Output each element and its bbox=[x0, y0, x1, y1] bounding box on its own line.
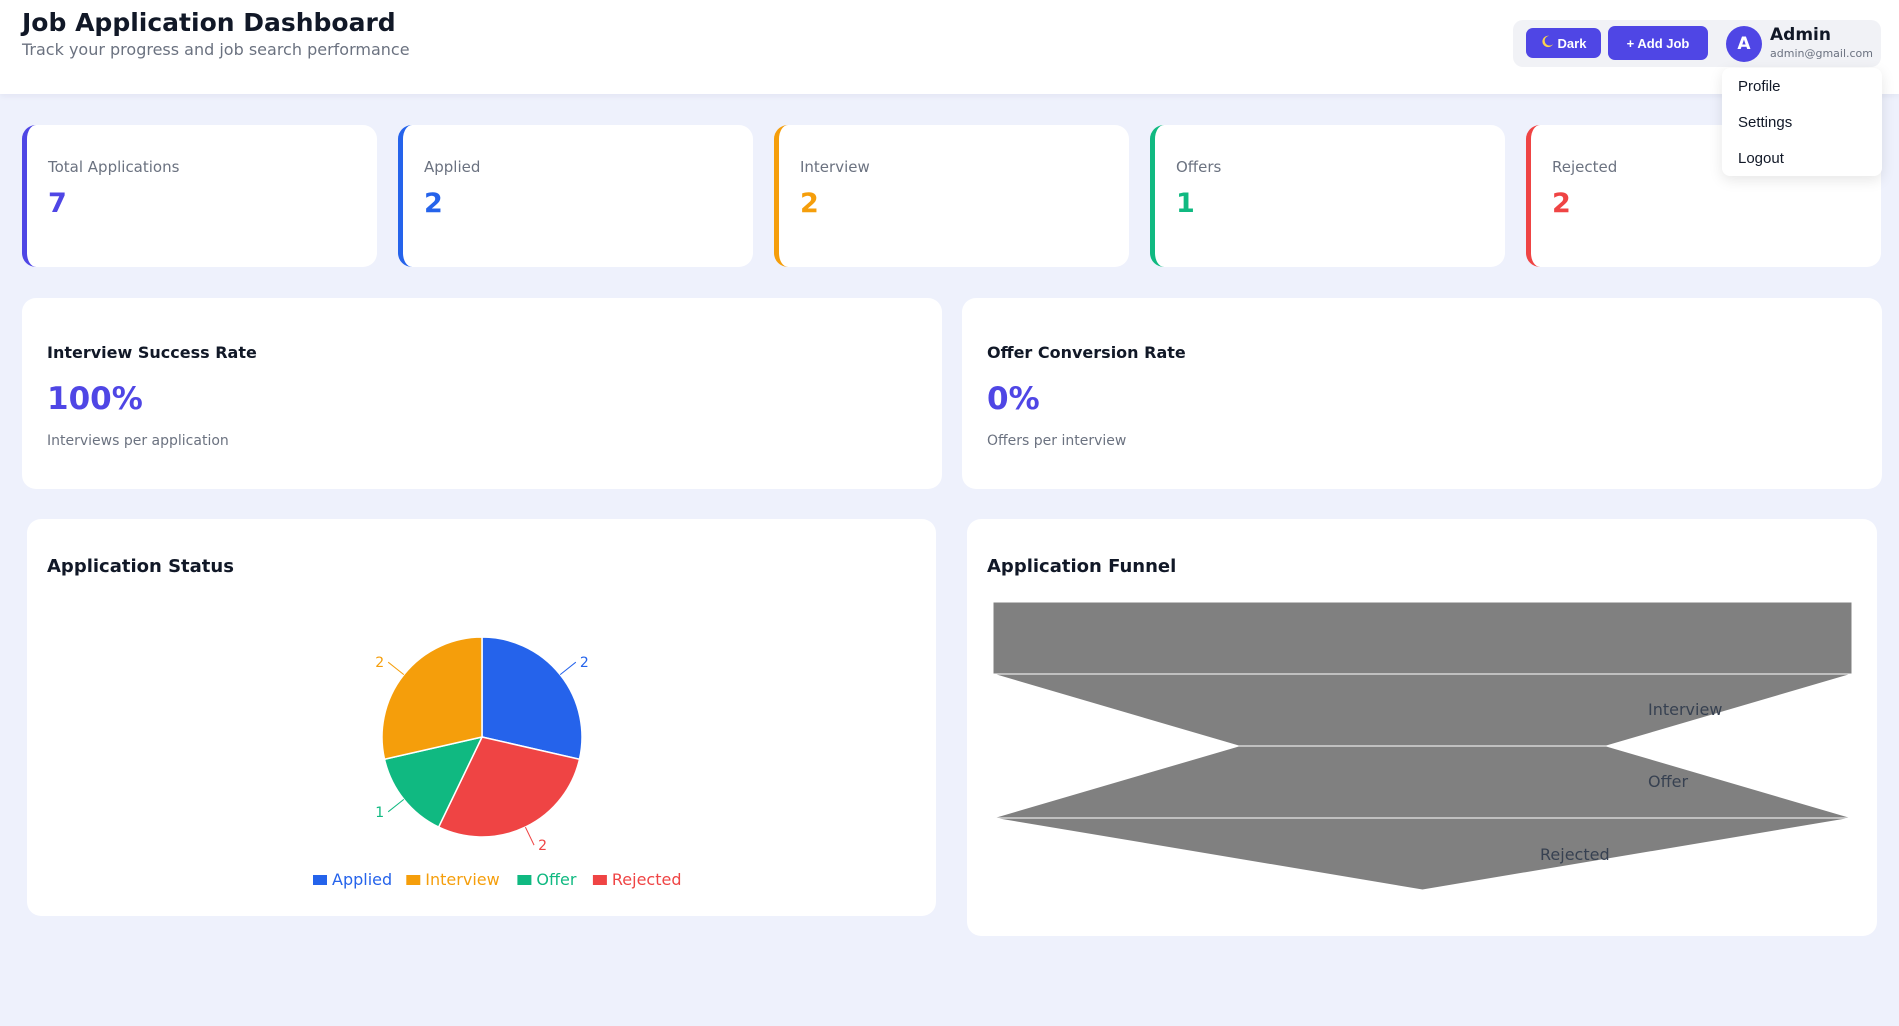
funnel-stage-offer[interactable] bbox=[992, 745, 1853, 819]
stat-card-applied: Applied 2 bbox=[398, 125, 753, 267]
funnel-label-offer: Offer bbox=[1648, 772, 1688, 791]
legend-label[interactable]: Rejected bbox=[612, 870, 682, 889]
pie-data-label: 1 bbox=[375, 805, 384, 821]
funnel-label-rejected: Rejected bbox=[1540, 845, 1610, 864]
application-status-card: Application Status 2 2 1 2 Applied Interview O… bbox=[27, 519, 936, 916]
legend-swatch bbox=[406, 875, 421, 885]
legend-swatch bbox=[313, 875, 327, 885]
dark-mode-label: Dark bbox=[1557, 35, 1587, 51]
legend-label[interactable]: Applied bbox=[332, 870, 392, 889]
legend-swatch bbox=[517, 875, 532, 885]
chart-title: Application Status bbox=[47, 556, 234, 577]
pie-slice-interview[interactable] bbox=[381, 636, 483, 761]
interview-success-rate-card: Interview Success Rate 100% Interviews p… bbox=[22, 298, 942, 489]
menu-item-profile[interactable]: Profile bbox=[1738, 78, 1781, 95]
rate-value: 0% bbox=[987, 381, 1040, 417]
offer-conversion-rate-card: Offer Conversion Rate 0% Offers per inte… bbox=[962, 298, 1882, 489]
legend-label[interactable]: Interview bbox=[425, 870, 499, 889]
user-email: admin@gmail.com bbox=[1770, 47, 1874, 60]
rate-description: Offers per interview bbox=[987, 433, 1127, 449]
app-header: Job Application Dashboard Track your pro… bbox=[0, 0, 1899, 94]
funnel-stage-rejected[interactable] bbox=[992, 817, 1853, 891]
moon-icon bbox=[1541, 35, 1554, 51]
rate-value: 100% bbox=[47, 381, 143, 417]
pie-leader-line bbox=[524, 826, 535, 846]
pie-leader-line bbox=[387, 661, 405, 676]
stat-card-offers: Offers 1 bbox=[1150, 125, 1505, 267]
stat-label: Interview bbox=[800, 158, 870, 176]
pie-leader-line bbox=[559, 661, 577, 676]
status-pie-chart: 2 2 1 2 Applied Interview Offer Rejected bbox=[313, 636, 682, 889]
page-subtitle: Track your progress and job search perfo… bbox=[22, 40, 410, 59]
menu-item-settings[interactable]: Settings bbox=[1738, 114, 1793, 131]
user-name[interactable]: Admin bbox=[1770, 25, 1831, 45]
stat-value: 7 bbox=[48, 188, 67, 219]
application-funnel-card: Application Funnel Interview Offer Rejecte… bbox=[967, 519, 1877, 936]
user-dropdown-menu: Profile Settings Logout bbox=[1722, 68, 1882, 176]
pie-slice-offer[interactable] bbox=[383, 735, 484, 829]
stat-value: 1 bbox=[1176, 188, 1195, 219]
chart-title: Application Funnel bbox=[987, 556, 1177, 577]
stat-value: 2 bbox=[1552, 188, 1571, 219]
page-title: Job Application Dashboard bbox=[22, 8, 396, 37]
pie-data-label: 2 bbox=[580, 655, 589, 671]
stat-label: Rejected bbox=[1552, 158, 1618, 176]
legend-label[interactable]: Offer bbox=[536, 870, 576, 889]
header-toolbar: Dark + Add Job A Admin admin@gmail.com bbox=[1513, 20, 1881, 67]
funnel-label-interview: Interview bbox=[1648, 700, 1722, 719]
stat-card-interview: Interview 2 bbox=[774, 125, 1129, 267]
stat-value: 2 bbox=[800, 188, 819, 219]
funnel-chart: Interview Offer Rejected bbox=[992, 601, 1853, 891]
rate-description: Interviews per application bbox=[47, 433, 229, 449]
pie-leader-line bbox=[387, 798, 405, 813]
stat-label: Applied bbox=[424, 158, 481, 176]
rate-title: Offer Conversion Rate bbox=[987, 343, 1186, 362]
add-job-button[interactable]: + Add Job bbox=[1608, 26, 1708, 60]
dark-mode-button[interactable]: Dark bbox=[1526, 28, 1601, 58]
pie-data-label: 2 bbox=[538, 838, 547, 854]
stat-value: 2 bbox=[424, 188, 443, 219]
stat-card-total: Total Applications 7 bbox=[22, 125, 377, 267]
stat-label: Total Applications bbox=[48, 158, 180, 176]
legend-swatch bbox=[592, 875, 607, 885]
funnel-stage-interview[interactable] bbox=[992, 673, 1853, 747]
rate-title: Interview Success Rate bbox=[47, 343, 257, 362]
stat-label: Offers bbox=[1176, 158, 1222, 176]
funnel-stage-applied[interactable] bbox=[992, 601, 1853, 675]
avatar[interactable]: A bbox=[1726, 26, 1762, 62]
pie-data-label: 2 bbox=[375, 655, 384, 671]
menu-item-logout[interactable]: Logout bbox=[1738, 150, 1784, 167]
